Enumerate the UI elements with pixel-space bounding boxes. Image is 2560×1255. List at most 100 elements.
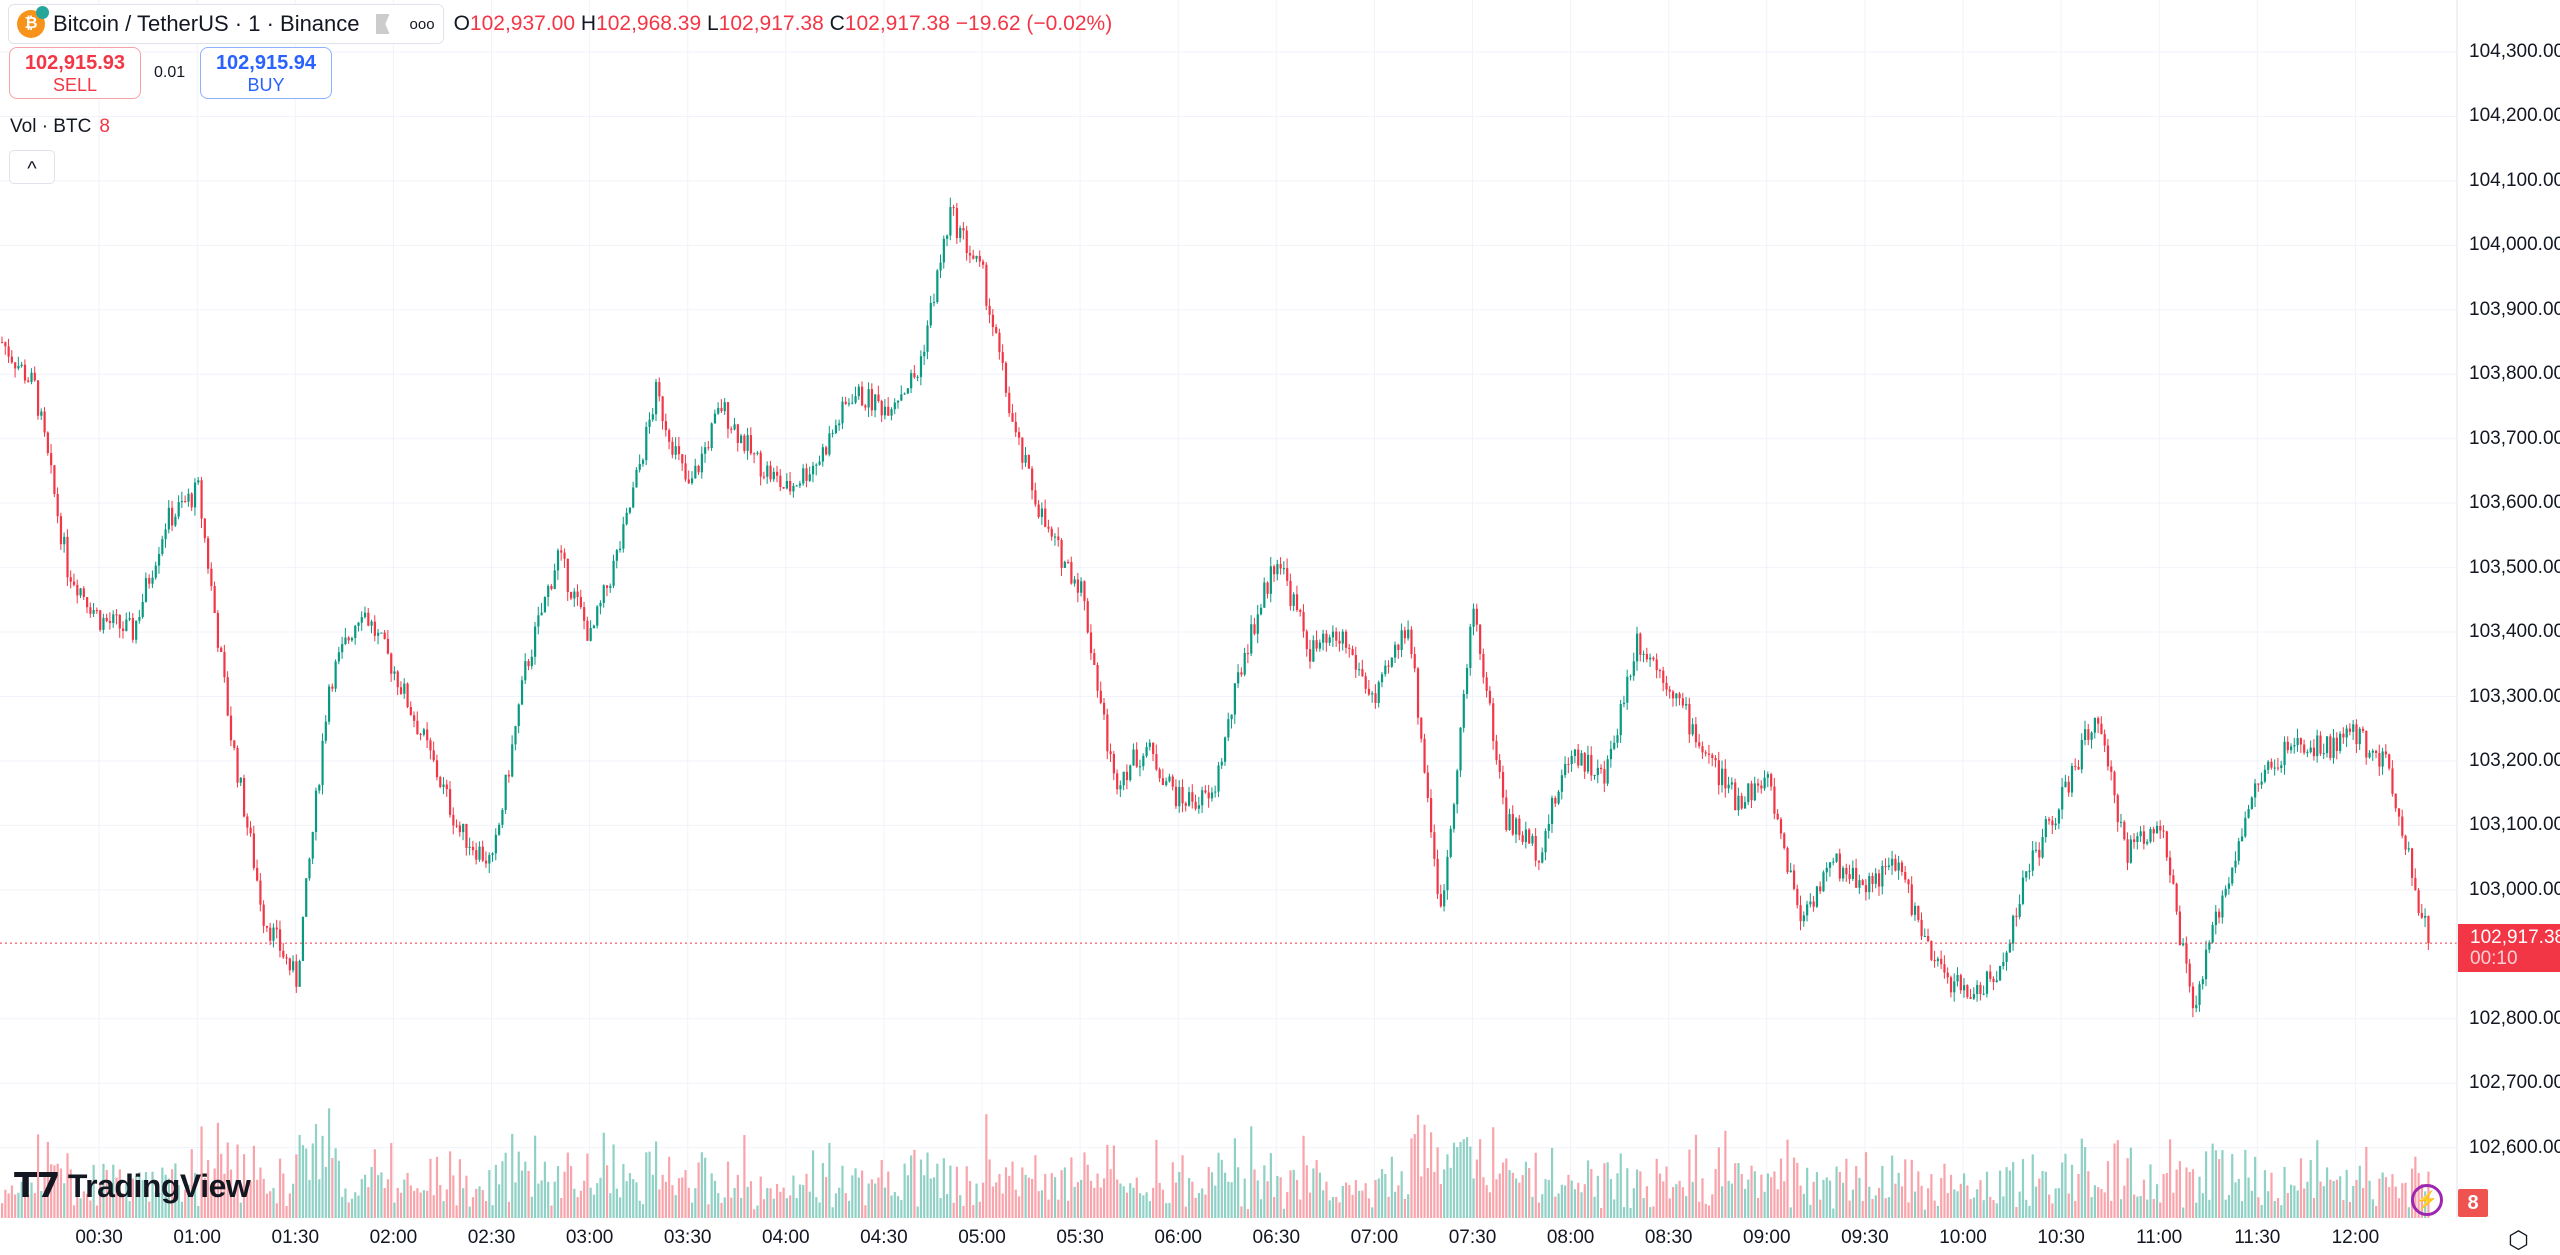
- candle: [651, 414, 654, 420]
- volume-bar: [1707, 1205, 1711, 1218]
- candle: [419, 733, 422, 735]
- volume-bar: [619, 1197, 622, 1218]
- volume-bar: [1959, 1183, 1962, 1218]
- volume-bar: [838, 1187, 841, 1218]
- volume-bar: [811, 1150, 815, 1218]
- volume-bar: [10, 1185, 14, 1218]
- candle: [233, 740, 236, 748]
- lightning-icon[interactable]: ⚡: [2411, 1184, 2443, 1216]
- volume-bar: [1927, 1188, 1930, 1218]
- volume-bar: [363, 1174, 367, 1218]
- candle: [275, 927, 278, 930]
- volume-bar: [762, 1199, 766, 1218]
- candle: [1, 342, 4, 344]
- candle: [1580, 753, 1583, 766]
- volume-bar: [89, 1200, 92, 1218]
- candle: [1593, 775, 1596, 777]
- volume-bar: [2332, 1181, 2335, 1218]
- candle: [782, 487, 785, 489]
- symbol-header[interactable]: ₿ Bitcoin / TetherUS · 1 · Binance ooo: [8, 4, 444, 44]
- volume-bar: [1626, 1168, 1629, 1218]
- volume-bar: [226, 1142, 229, 1218]
- candle: [2231, 867, 2234, 884]
- volume-bar: [919, 1159, 923, 1218]
- candle: [295, 961, 298, 987]
- candle: [1286, 568, 1289, 581]
- candle: [1907, 879, 1910, 885]
- collapse-legend-button[interactable]: ^: [9, 150, 55, 184]
- candle: [1125, 771, 1129, 781]
- candle: [877, 394, 880, 402]
- volume-bar: [543, 1161, 547, 1218]
- volume-bar: [1289, 1170, 1292, 1218]
- candle: [2322, 753, 2325, 755]
- more-icon[interactable]: ooo: [409, 15, 435, 33]
- candle: [2427, 915, 2430, 944]
- candle: [1819, 886, 1822, 892]
- volume-bar: [959, 1195, 962, 1218]
- volume-bar: [2198, 1176, 2201, 1218]
- candle: [2152, 829, 2155, 834]
- volume-bar: [1668, 1198, 1671, 1218]
- volume-bar: [1972, 1197, 1976, 1218]
- buy-button[interactable]: 102,915.94 BUY: [200, 47, 332, 99]
- candle: [1963, 985, 1966, 991]
- volume-bar: [985, 1114, 988, 1218]
- candle: [2087, 729, 2090, 740]
- candle: [704, 447, 707, 454]
- flag-icon[interactable]: [375, 14, 390, 34]
- volume-bar: [655, 1141, 658, 1218]
- volume-bar: [1174, 1182, 1178, 1218]
- price-axis[interactable]: 104,300.00 104,200.00 104,100.00 104,000.00…: [2457, 0, 2560, 1218]
- candle: [1237, 672, 1240, 684]
- time-tick: 09:00: [1743, 1227, 1791, 1248]
- volume-bar: [965, 1166, 968, 1218]
- volume-bar: [2067, 1193, 2070, 1218]
- candle: [458, 825, 461, 833]
- candle: [2254, 783, 2257, 798]
- volume-bar: [193, 1173, 197, 1218]
- candle: [2371, 750, 2374, 753]
- candle: [1704, 752, 1707, 754]
- volume-bar: [448, 1151, 452, 1218]
- volume-legend[interactable]: Vol · BTC 8: [10, 116, 110, 138]
- candle: [1662, 670, 1665, 683]
- candle: [857, 386, 860, 397]
- candle: [373, 621, 376, 636]
- volume-bar: [1397, 1185, 1400, 1218]
- volume-bar: [2025, 1199, 2028, 1218]
- candle: [2394, 793, 2397, 809]
- candle: [1358, 669, 1361, 671]
- volume-bar: [1949, 1174, 1953, 1218]
- candle: [1596, 767, 1599, 776]
- candle: [929, 302, 932, 326]
- candle: [125, 619, 128, 631]
- candle: [874, 394, 877, 411]
- volume-bar: [409, 1185, 412, 1218]
- candle: [1152, 742, 1155, 755]
- sell-button[interactable]: 102,915.93 SELL: [9, 47, 141, 99]
- candle: [2175, 883, 2178, 912]
- candle: [2270, 761, 2273, 768]
- settings-icon[interactable]: ⬡: [2508, 1227, 2529, 1254]
- volume-bar: [2227, 1194, 2231, 1218]
- candle: [2358, 728, 2361, 745]
- volume-bar: [2005, 1167, 2008, 1218]
- candle: [2237, 841, 2240, 861]
- candle: [1394, 644, 1397, 658]
- volume-bar: [968, 1181, 972, 1218]
- candle: [1884, 865, 1887, 867]
- candle: [1050, 528, 1053, 537]
- volume-bar: [1858, 1177, 1861, 1218]
- current-price-label: 102,917.38 00:10: [2458, 924, 2560, 972]
- volume-bar: [1855, 1165, 1858, 1218]
- candle: [1397, 644, 1400, 650]
- tradingview-logo[interactable]: 𝗧𝟳 TradingView: [14, 1166, 251, 1206]
- candle: [962, 228, 965, 231]
- volume-bar: [1351, 1194, 1354, 1218]
- volume-bar: [2136, 1196, 2139, 1218]
- candle: [1524, 829, 1528, 843]
- volume-bar: [393, 1202, 396, 1218]
- candle: [1668, 689, 1671, 692]
